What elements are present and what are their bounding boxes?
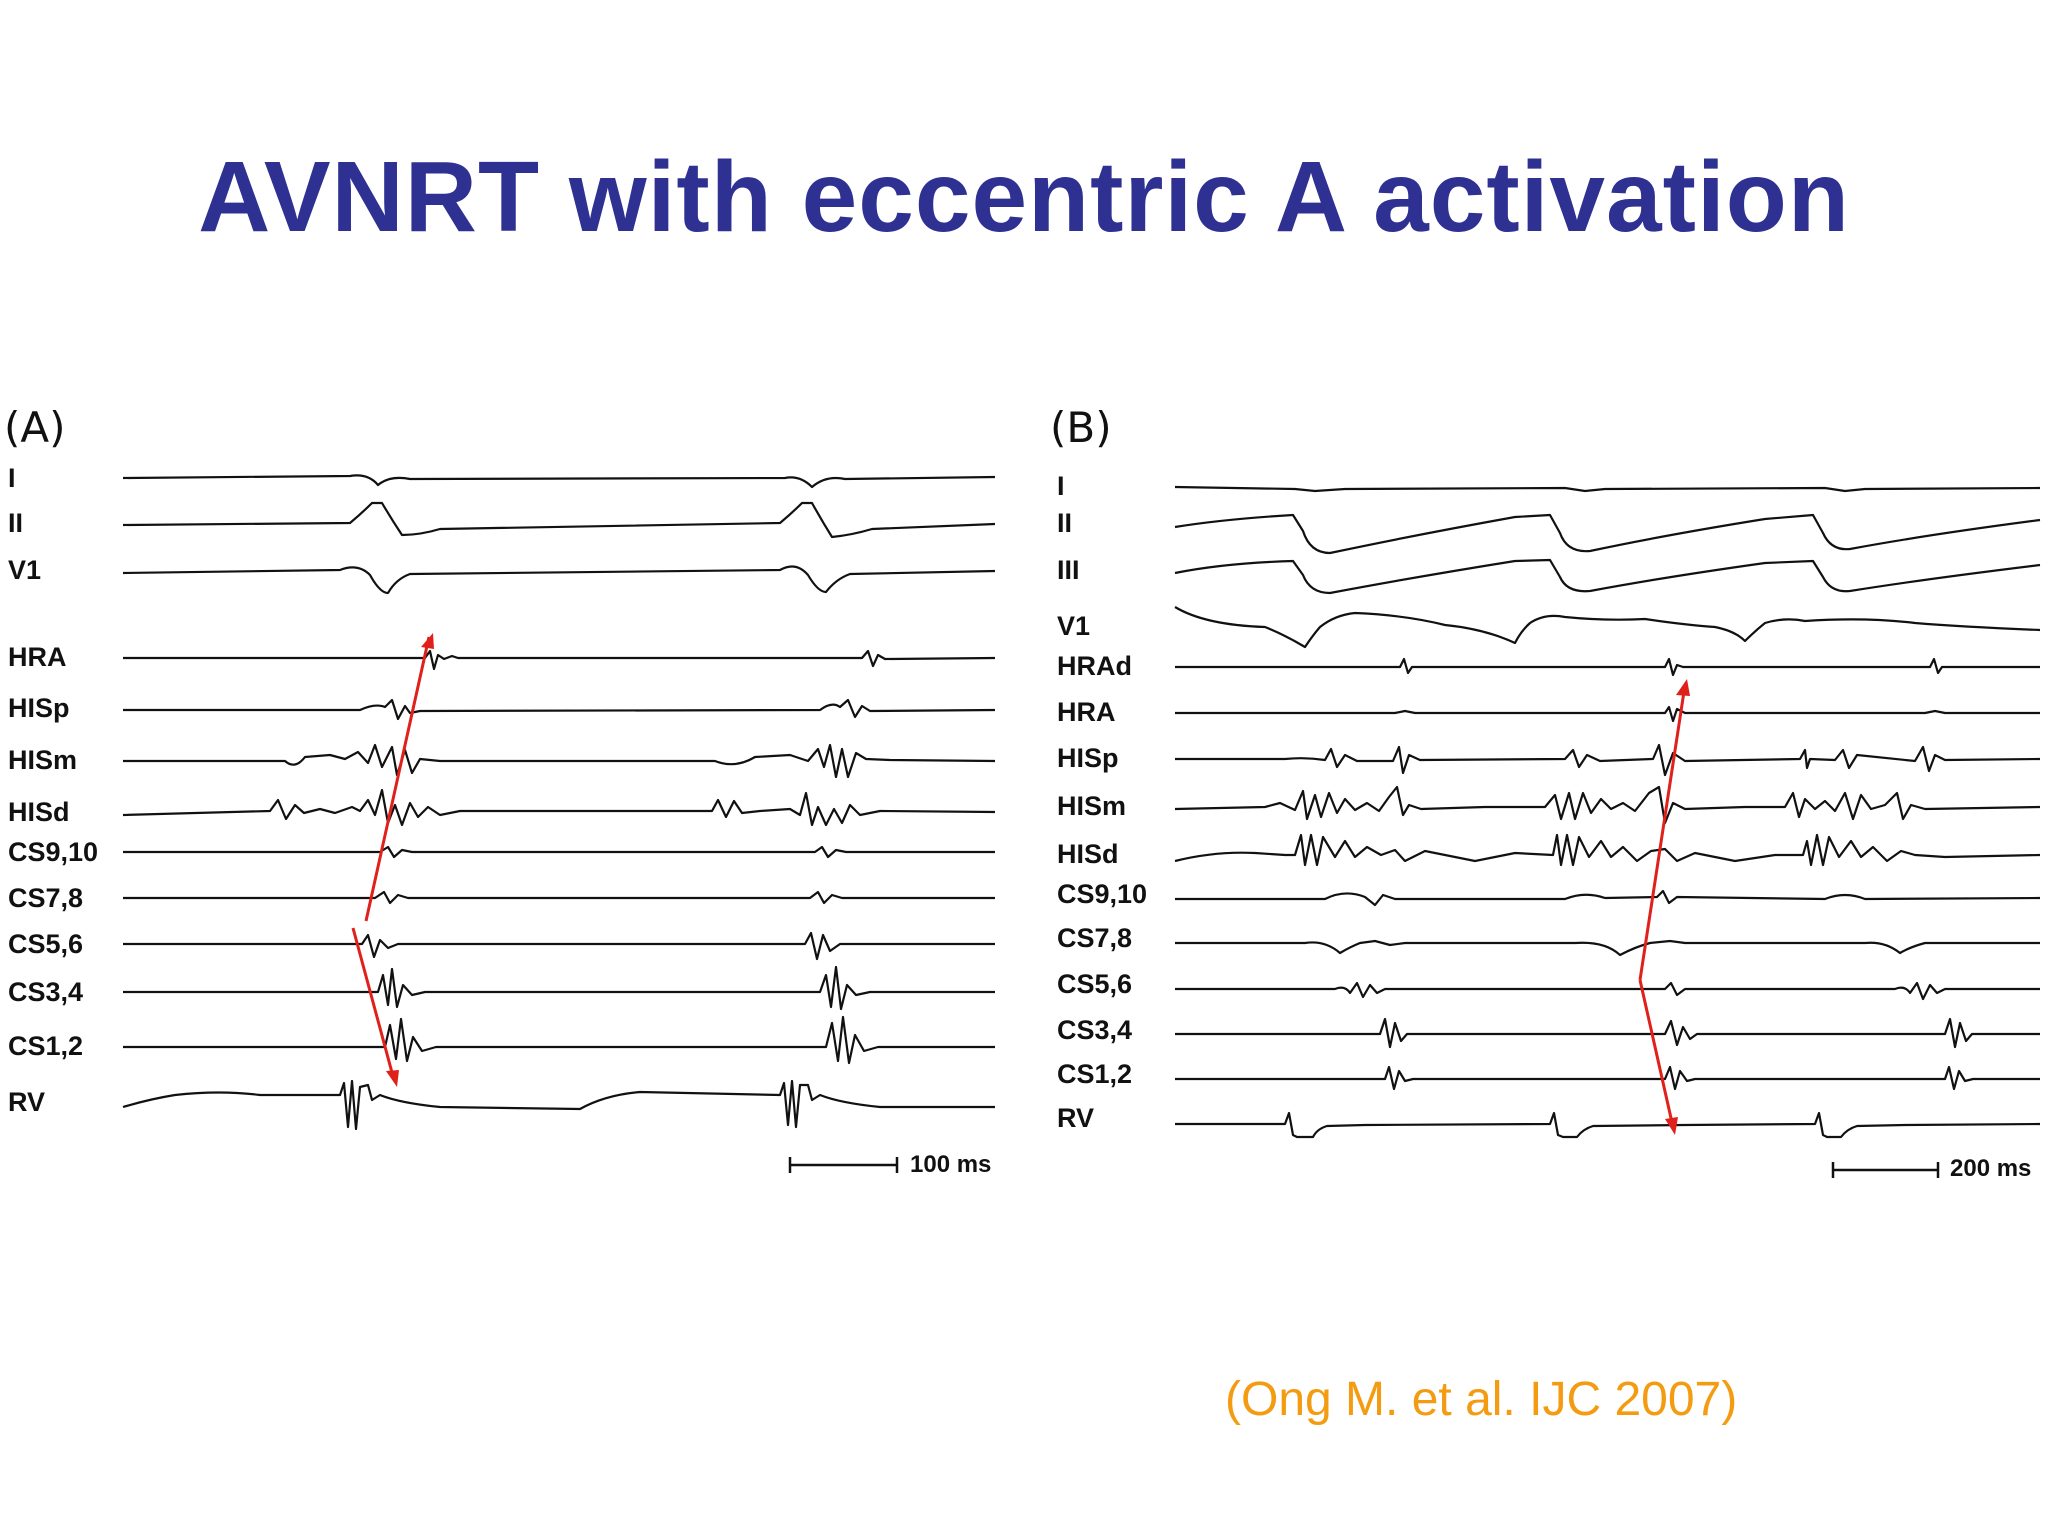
trace-cs56 — [123, 931, 995, 961]
trace-hism — [1174, 785, 2041, 825]
trace-v1 — [122, 565, 996, 595]
citation: (Ong M. et al. IJC 2007) — [1225, 1373, 1738, 1426]
lead-label: CS7,8 — [8, 883, 84, 913]
trace-rv — [1175, 1111, 2041, 1139]
slide-title: AVNRT with eccentric A activation — [198, 141, 1850, 253]
lead-label: CS3,4 — [1057, 1015, 1133, 1045]
lead-label: HISp — [1057, 743, 1119, 773]
lead-label: HRA — [1057, 697, 1116, 727]
lead-label: HISp — [8, 693, 70, 723]
trace-hra — [1175, 705, 2040, 723]
lead-label: CS5,6 — [1057, 969, 1133, 999]
lead-label: II — [1057, 508, 1073, 538]
trace-iii — [1174, 558, 2041, 595]
arrow-head-up — [421, 633, 434, 649]
lead-label: RV — [8, 1087, 46, 1117]
trace-i — [1174, 485, 2041, 493]
trace-cs34 — [1175, 1017, 2040, 1049]
trace-hisd — [122, 788, 996, 827]
activation-arrow — [351, 636, 431, 1081]
lead-label: CS9,10 — [1057, 879, 1148, 909]
lead-label: V1 — [1057, 611, 1091, 641]
arrow-head-down — [386, 1070, 399, 1087]
trace-cs12 — [123, 1015, 995, 1065]
panel-a: (A) I II V1 HRA HISp HISm HISd CS9,10 CS… — [0, 395, 1000, 1185]
lead-label: HISm — [8, 745, 78, 775]
arrow-head-down — [1665, 1117, 1678, 1135]
lead-label: RV — [1057, 1103, 1095, 1133]
trace-hism — [123, 743, 996, 779]
trace-hisp — [1175, 743, 2041, 777]
lead-label: HISm — [1057, 791, 1127, 821]
lead-label: CS1,2 — [8, 1031, 84, 1061]
arrow-head-up — [1676, 679, 1690, 696]
lead-label: CS9,10 — [8, 837, 99, 867]
lead-label: HRAd — [1057, 651, 1132, 681]
trace-hisd — [1174, 833, 2041, 867]
lead-label: HISd — [8, 797, 70, 827]
lead-label: III — [1057, 555, 1080, 585]
trace-cs78 — [123, 890, 995, 905]
panel-a-traces — [122, 474, 996, 1173]
scale-bar — [788, 1157, 899, 1173]
lead-label: I — [1057, 471, 1065, 501]
panel-b-label: (B) — [1050, 403, 1112, 452]
trace-hra — [123, 649, 996, 671]
panel-b: (B) I II III V1 HRAd HRA HISp HISm HISd … — [1045, 395, 2048, 1185]
lead-label: CS5,6 — [8, 929, 84, 959]
activation-arrow — [1638, 684, 1687, 1128]
scale-bar-label: 200 ms — [1950, 1155, 2032, 1182]
trace-rv — [122, 1079, 995, 1131]
trace-cs12 — [1175, 1065, 2040, 1091]
lead-label: HISd — [1057, 839, 1119, 869]
scale-bar-label: 100 ms — [910, 1151, 992, 1178]
lead-label: CS1,2 — [1057, 1059, 1133, 1089]
trace-cs910 — [123, 845, 995, 859]
scale-bar — [1831, 1162, 1940, 1178]
trace-i — [122, 474, 996, 489]
panel-b-traces — [1174, 485, 2041, 1178]
lead-label: II — [8, 508, 24, 538]
trace-v1 — [1174, 606, 2041, 649]
trace-cs910 — [1175, 889, 2041, 907]
trace-cs78 — [1175, 939, 2040, 957]
lead-label: V1 — [8, 555, 42, 585]
trace-hrad — [1175, 657, 2040, 677]
trace-cs34 — [123, 965, 995, 1011]
panel-a-label: (A) — [4, 403, 66, 452]
lead-label: I — [8, 463, 16, 493]
trace-ii — [1174, 513, 2041, 555]
lead-label: CS7,8 — [1057, 923, 1133, 953]
trace-hisp — [123, 698, 996, 721]
trace-cs56 — [1175, 981, 2040, 1001]
lead-label: CS3,4 — [8, 977, 84, 1007]
lead-label: HRA — [8, 642, 67, 672]
trace-ii — [122, 501, 996, 539]
